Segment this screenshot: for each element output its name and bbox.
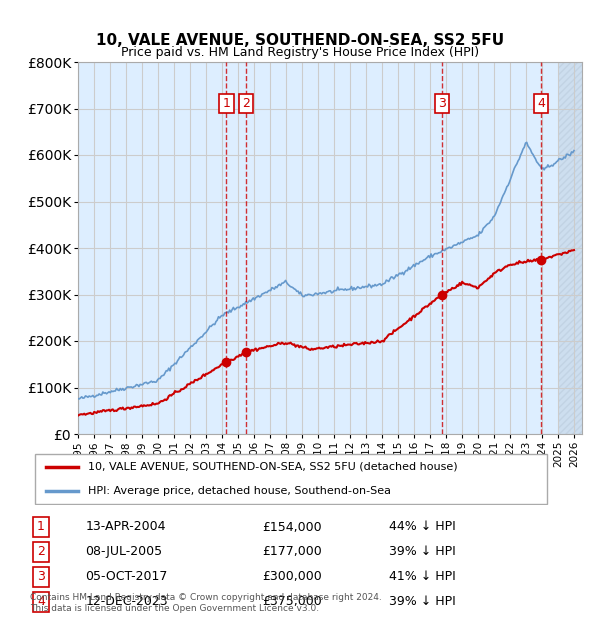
Text: 05-OCT-2017: 05-OCT-2017: [85, 570, 167, 583]
Text: £154,000: £154,000: [262, 521, 322, 533]
Text: £177,000: £177,000: [262, 546, 322, 559]
Text: Price paid vs. HM Land Registry's House Price Index (HPI): Price paid vs. HM Land Registry's House …: [121, 46, 479, 59]
Text: 39% ↓ HPI: 39% ↓ HPI: [389, 546, 455, 559]
Text: 10, VALE AVENUE, SOUTHEND-ON-SEA, SS2 5FU (detached house): 10, VALE AVENUE, SOUTHEND-ON-SEA, SS2 5F…: [88, 462, 458, 472]
Text: 4: 4: [537, 97, 545, 110]
Text: 3: 3: [438, 97, 446, 110]
Text: 4: 4: [37, 595, 45, 608]
Text: 2: 2: [37, 546, 45, 559]
Text: HPI: Average price, detached house, Southend-on-Sea: HPI: Average price, detached house, Sout…: [88, 485, 391, 495]
Text: 39% ↓ HPI: 39% ↓ HPI: [389, 595, 455, 608]
Text: 44% ↓ HPI: 44% ↓ HPI: [389, 521, 455, 533]
Text: 2: 2: [242, 97, 250, 110]
Text: 13-APR-2004: 13-APR-2004: [85, 521, 166, 533]
Text: 10, VALE AVENUE, SOUTHEND-ON-SEA, SS2 5FU: 10, VALE AVENUE, SOUTHEND-ON-SEA, SS2 5F…: [96, 33, 504, 48]
FancyBboxPatch shape: [35, 454, 547, 504]
Text: 3: 3: [37, 570, 45, 583]
Text: 1: 1: [223, 97, 230, 110]
Text: £375,000: £375,000: [262, 595, 322, 608]
Text: £300,000: £300,000: [262, 570, 322, 583]
Text: 08-JUL-2005: 08-JUL-2005: [85, 546, 163, 559]
Bar: [558, 62, 582, 434]
Text: 12-DEC-2023: 12-DEC-2023: [85, 595, 168, 608]
Text: 41% ↓ HPI: 41% ↓ HPI: [389, 570, 455, 583]
Text: 1: 1: [37, 521, 45, 533]
Text: Contains HM Land Registry data © Crown copyright and database right 2024.
This d: Contains HM Land Registry data © Crown c…: [30, 593, 382, 613]
